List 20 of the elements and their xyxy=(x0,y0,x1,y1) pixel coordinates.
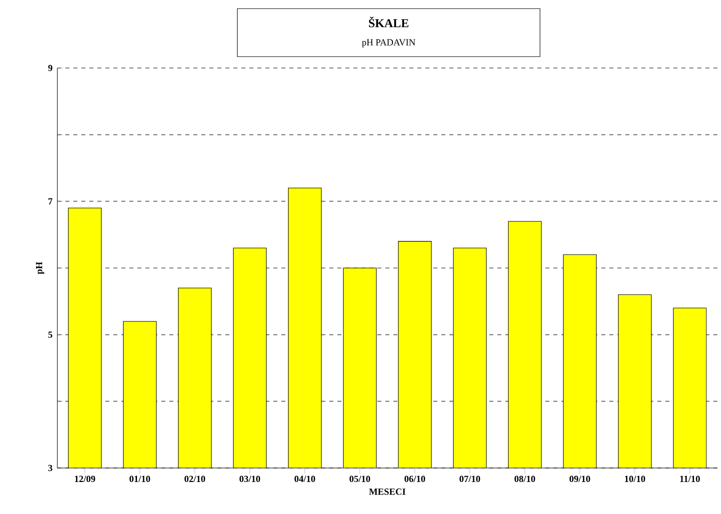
x-tick-label: 06/10 xyxy=(404,476,426,482)
y-tick-label: 9 xyxy=(48,64,52,72)
chart-subtitle: pH PADAVIN xyxy=(362,39,416,48)
x-tick-label: 07/10 xyxy=(460,476,480,482)
y-axis-title: pH xyxy=(36,262,44,274)
chart-title: ŠKALE xyxy=(368,16,408,28)
x-tick-label: 05/10 xyxy=(350,476,370,482)
y-tick-label: 5 xyxy=(48,332,52,338)
x-axis-title: MESECI xyxy=(369,488,406,495)
x-tick-label: 12/09 xyxy=(74,476,96,482)
x-tick-label: 10/10 xyxy=(624,476,646,482)
x-tick-label: 04/10 xyxy=(294,476,316,482)
x-tick-label: 08/10 xyxy=(514,476,536,482)
x-tick-label: 03/10 xyxy=(240,476,260,482)
x-tick-label: 11/10 xyxy=(680,476,700,482)
x-tick-label: 01/10 xyxy=(130,476,150,482)
x-tick-label: 02/10 xyxy=(184,476,206,482)
y-tick-label: 3 xyxy=(48,464,52,472)
y-tick-label: 7 xyxy=(48,198,52,204)
x-tick-label: 09/10 xyxy=(570,476,590,482)
